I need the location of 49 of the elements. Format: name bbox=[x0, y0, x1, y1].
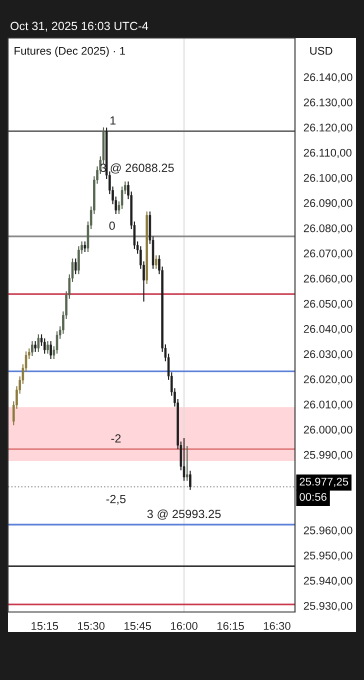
annotation: 0 bbox=[109, 222, 115, 230]
y-tick-label: 26.010,00 bbox=[304, 400, 352, 410]
annotation: 1 bbox=[110, 116, 116, 125]
y-tick-label: 26.080,00 bbox=[304, 224, 352, 234]
candlestick bbox=[34, 340, 36, 352]
candlestick bbox=[37, 334, 40, 352]
candlestick bbox=[50, 340, 52, 360]
y-axis-title: USD bbox=[310, 46, 332, 55]
annotation: -2,5 bbox=[106, 494, 126, 505]
chart-subtitle: Oct 31, 2025 16:03 UTC-4 bbox=[10, 22, 148, 32]
candlestick bbox=[31, 340, 34, 357]
x-tick-label: 16:30 bbox=[264, 622, 290, 630]
x-tick-label: 15:30 bbox=[78, 622, 105, 630]
y-tick-label: 25.940,00 bbox=[304, 576, 352, 586]
y-tick-label: 26.140,00 bbox=[304, 73, 352, 82]
text: 00:56 bbox=[300, 492, 326, 501]
y-tick-label: 25.960,00 bbox=[304, 526, 352, 536]
candlestick bbox=[189, 470, 192, 490]
candlestick bbox=[186, 446, 188, 482]
x-tick-label: 16:15 bbox=[217, 622, 244, 630]
annotation: -2 bbox=[111, 434, 121, 442]
candlestick bbox=[74, 258, 77, 275]
ref-line-label: 25.977,25 bbox=[300, 478, 348, 487]
y-tick-label: 26.000,00 bbox=[304, 426, 352, 435]
candlestick bbox=[46, 340, 49, 354]
candlestick bbox=[155, 254, 158, 270]
y-tick-label: 26.040,00 bbox=[304, 325, 352, 334]
y-tick-label: 25.930,00 bbox=[304, 602, 352, 612]
x-tick-label: 15:15 bbox=[32, 622, 58, 630]
y-tick-label: 26.070,00 bbox=[304, 250, 352, 259]
y-tick-label: 26.020,00 bbox=[304, 375, 352, 385]
y-tick-label: 26.030,00 bbox=[304, 350, 352, 360]
candlestick bbox=[182, 437, 186, 482]
annotation: 3 @ 25993.25 bbox=[147, 509, 221, 520]
candlestick bbox=[78, 246, 80, 275]
y-tick-label: 26.090,00 bbox=[304, 199, 352, 208]
text: Futures (Dec 2025) · 1 bbox=[14, 46, 125, 57]
x-tick-label: 15:45 bbox=[124, 622, 151, 630]
candlestick bbox=[43, 338, 46, 354]
candlestick bbox=[84, 240, 86, 253]
x-tick-label: 16:00 bbox=[170, 622, 198, 630]
y-tick-label: 26.050,00 bbox=[304, 300, 352, 310]
y-tick-label: 26.110,00 bbox=[304, 148, 352, 158]
y-tick-label: 25.950,00 bbox=[304, 552, 352, 561]
y-tick-label: 26.060,00 bbox=[304, 274, 352, 284]
y-tick-label: 25.990,00 bbox=[304, 450, 352, 460]
y-tick-label: 26.120,00 bbox=[304, 124, 352, 133]
y-tick-label: 26.100,00 bbox=[304, 174, 352, 184]
y-tick-label: 26.130,00 bbox=[304, 98, 352, 108]
